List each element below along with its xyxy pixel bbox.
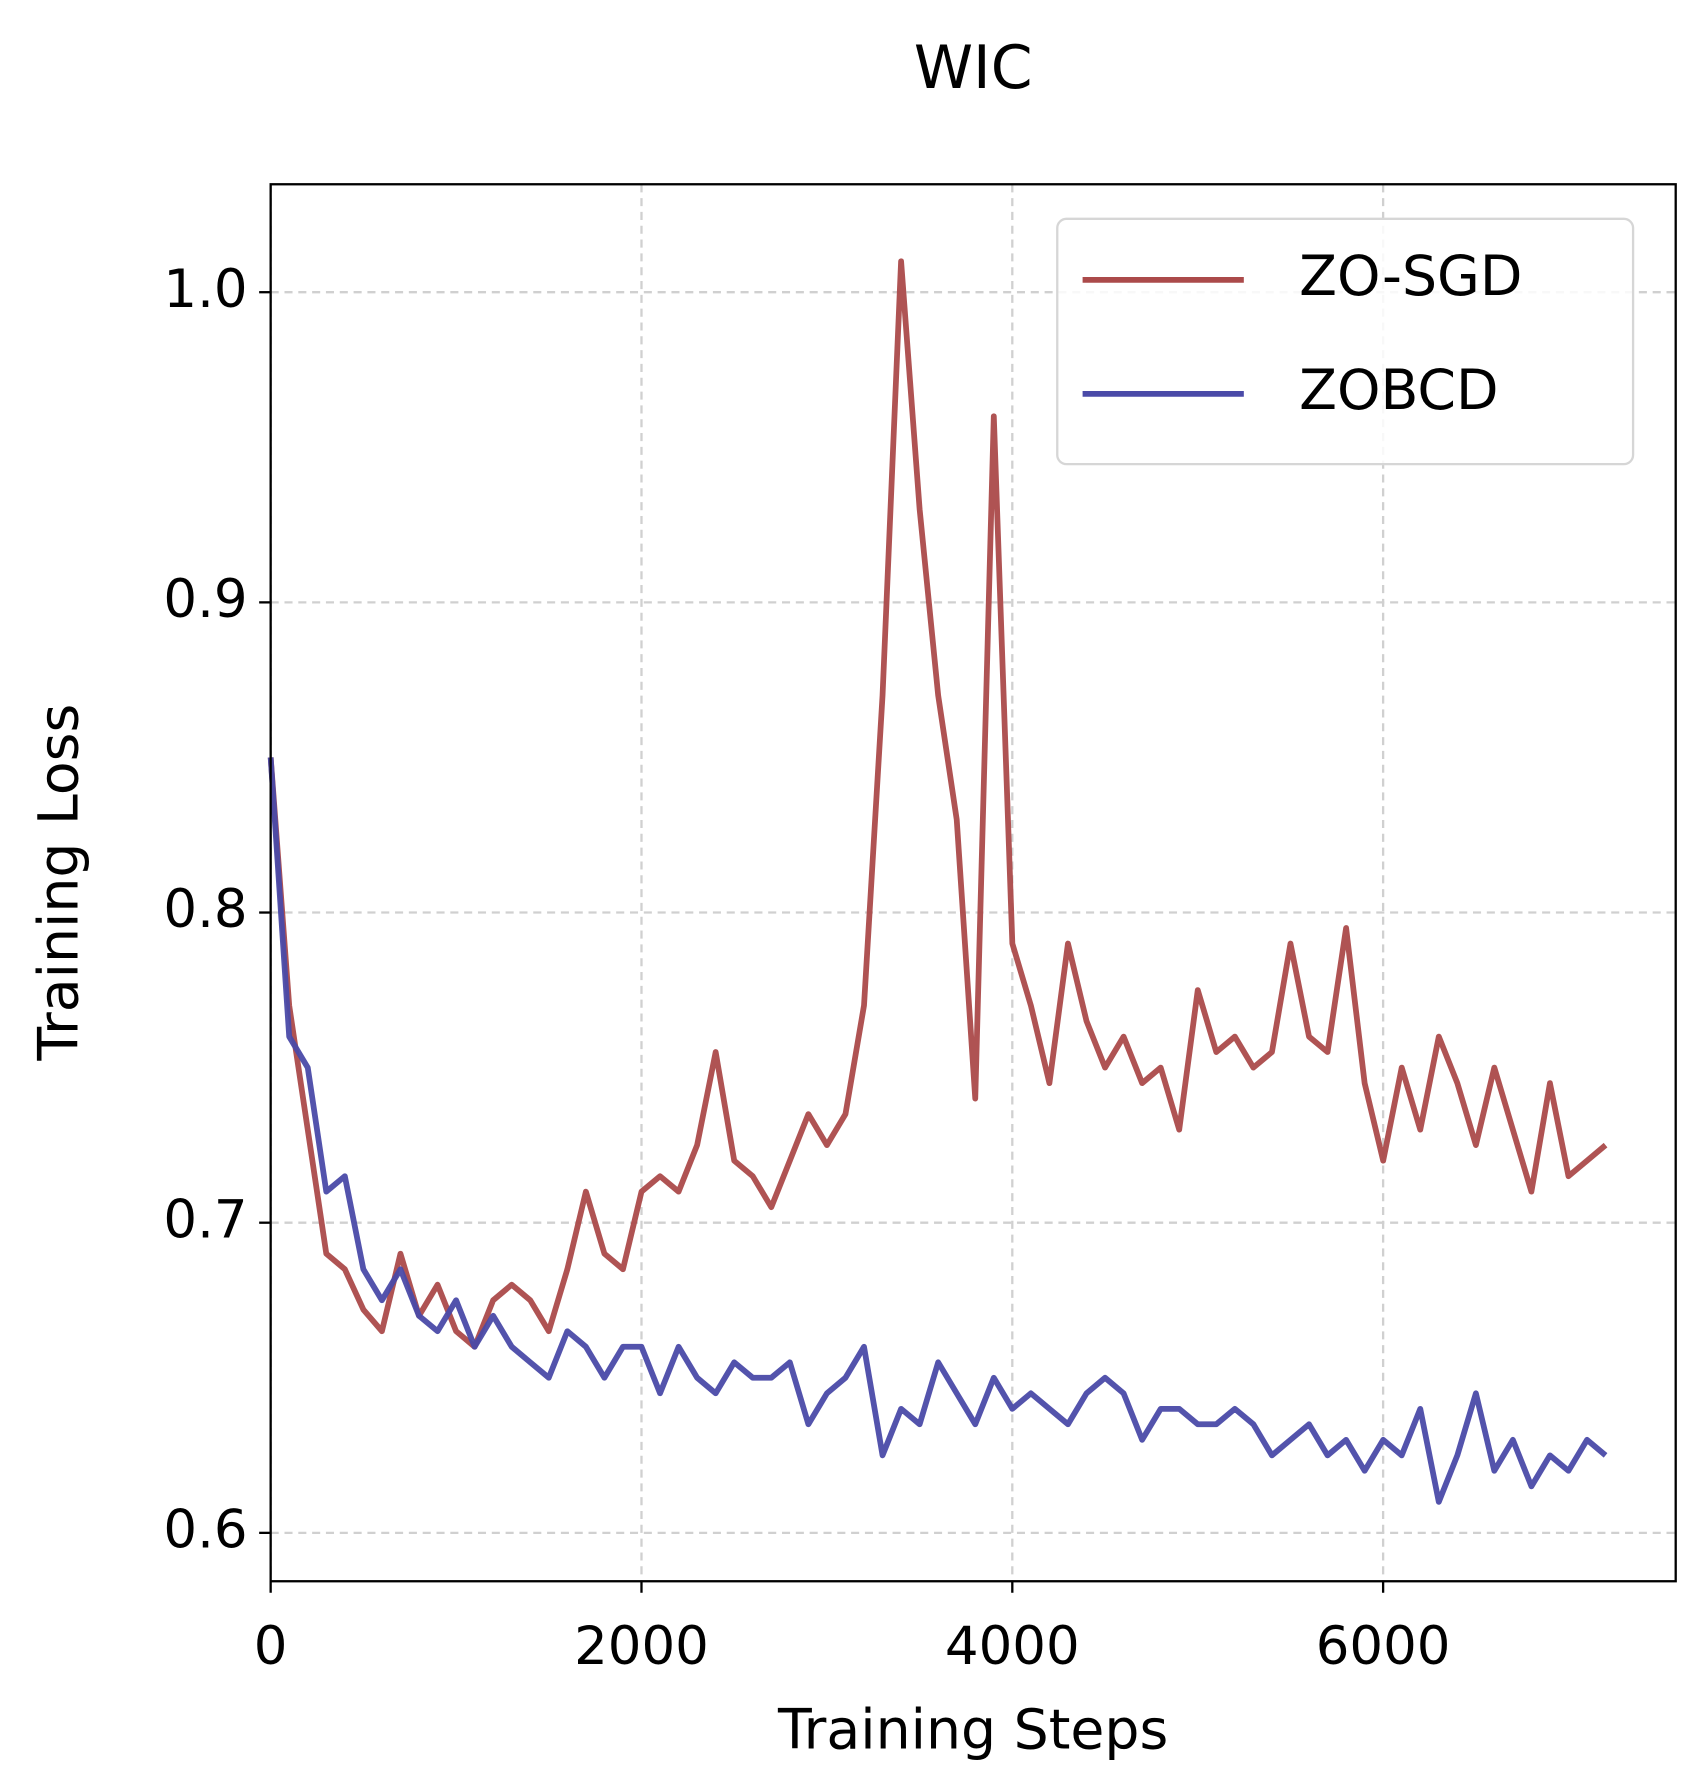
x-tick-label: 4000 bbox=[945, 1616, 1080, 1677]
y-tick-label: 0.8 bbox=[163, 879, 247, 940]
y-tick-label: 1.0 bbox=[163, 259, 247, 320]
axes-frame bbox=[269, 183, 1677, 1583]
legend-label: ZO-SGD bbox=[1299, 245, 1522, 309]
legend: ZO-SGD ZOBCD bbox=[1056, 217, 1635, 466]
x-tick-label: 0 bbox=[254, 1616, 288, 1677]
x-axis-label: Training Steps bbox=[777, 1698, 1168, 1762]
legend-label: ZOBCD bbox=[1299, 359, 1498, 423]
y-tick-label: 0.7 bbox=[163, 1189, 247, 1250]
line-series bbox=[267, 258, 1608, 1350]
y-tick-label: 0.9 bbox=[163, 569, 247, 630]
x-tick-label: 2000 bbox=[574, 1616, 709, 1677]
y-tick-label: 0.6 bbox=[163, 1499, 247, 1560]
plot-lines bbox=[267, 258, 1608, 1505]
ticks: 0 2000 4000 6000 0.6 0.7 0.8 0.9 1.0 bbox=[163, 259, 1450, 1677]
y-axis-label: Training Loss bbox=[27, 704, 91, 1062]
line-series bbox=[267, 757, 1608, 1505]
chart-title: WIC bbox=[914, 33, 1033, 103]
x-tick-label: 6000 bbox=[1316, 1616, 1451, 1677]
